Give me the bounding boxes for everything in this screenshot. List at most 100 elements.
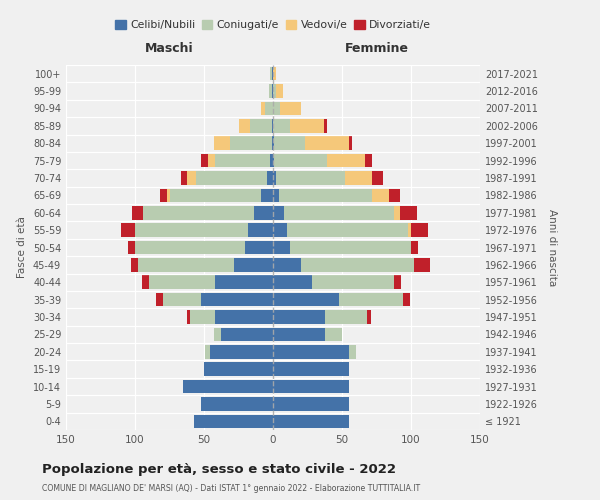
Bar [160,188,167,202]
Bar [196,171,268,185]
Bar [287,224,408,237]
Bar [121,224,135,237]
Bar [301,258,414,272]
Bar [128,240,135,254]
Bar [408,224,411,237]
Bar [201,154,208,168]
Bar [201,293,273,306]
Bar [132,206,143,220]
Bar [221,328,273,341]
Bar [273,345,349,358]
Bar [400,206,416,220]
Bar [273,136,274,150]
Bar [273,206,284,220]
Bar [311,276,394,289]
Bar [184,380,273,394]
Bar [280,102,301,115]
Bar [273,224,287,237]
Bar [394,206,400,220]
Bar [373,188,389,202]
Bar [278,188,373,202]
Bar [138,258,235,272]
Text: COMUNE DI MAGLIANO DE' MARSI (AQ) - Dati ISTAT 1° gennaio 2022 - Elaborazione TU: COMUNE DI MAGLIANO DE' MARSI (AQ) - Dati… [42,484,420,493]
Bar [365,154,373,168]
Bar [205,345,209,358]
Bar [339,293,403,306]
Text: Maschi: Maschi [145,42,194,56]
Bar [260,188,273,202]
Bar [403,293,410,306]
Bar [273,119,290,132]
Bar [411,240,418,254]
Bar [190,310,215,324]
Bar [414,258,430,272]
Text: Femmine: Femmine [344,42,409,56]
Bar [367,310,371,324]
Bar [169,188,260,202]
Bar [327,154,365,168]
Bar [276,171,345,185]
Bar [273,293,339,306]
Bar [187,310,190,324]
Bar [156,293,163,306]
Bar [272,119,273,132]
Bar [325,310,367,324]
Bar [149,276,215,289]
Bar [324,119,327,132]
Bar [260,102,265,115]
Bar [215,310,273,324]
Bar [269,84,272,98]
Bar [373,171,383,185]
Bar [273,240,290,254]
Bar [284,206,394,220]
Bar [273,276,311,289]
Bar [394,276,401,289]
Bar [163,293,201,306]
Bar [349,136,352,150]
Bar [131,258,138,272]
Bar [235,258,273,272]
Bar [254,206,273,220]
Bar [305,136,349,150]
Bar [274,136,305,150]
Bar [181,171,187,185]
Bar [273,328,325,341]
Bar [273,154,274,168]
Bar [349,345,356,358]
Bar [272,136,273,150]
Bar [214,328,221,341]
Bar [273,362,349,376]
Bar [270,67,272,80]
Bar [389,188,400,202]
Bar [273,84,276,98]
Bar [204,362,273,376]
Bar [194,414,273,428]
Bar [272,67,273,80]
Bar [209,345,273,358]
Bar [215,154,270,168]
Bar [274,154,327,168]
Bar [273,310,325,324]
Bar [273,67,276,80]
Bar [230,136,272,150]
Bar [273,171,276,185]
Bar [215,276,273,289]
Bar [273,414,349,428]
Bar [214,136,230,150]
Bar [135,224,248,237]
Bar [273,102,280,115]
Bar [411,224,428,237]
Bar [273,380,349,394]
Bar [248,224,273,237]
Bar [273,397,349,410]
Bar [268,171,273,185]
Bar [208,154,215,168]
Bar [272,84,273,98]
Bar [273,188,278,202]
Bar [273,258,301,272]
Text: Popolazione per età, sesso e stato civile - 2022: Popolazione per età, sesso e stato civil… [42,462,396,475]
Legend: Celibi/Nubili, Coniugati/e, Vedovi/e, Divorziati/e: Celibi/Nubili, Coniugati/e, Vedovi/e, Di… [110,16,436,34]
Bar [265,102,273,115]
Bar [135,240,245,254]
Bar [143,206,254,220]
